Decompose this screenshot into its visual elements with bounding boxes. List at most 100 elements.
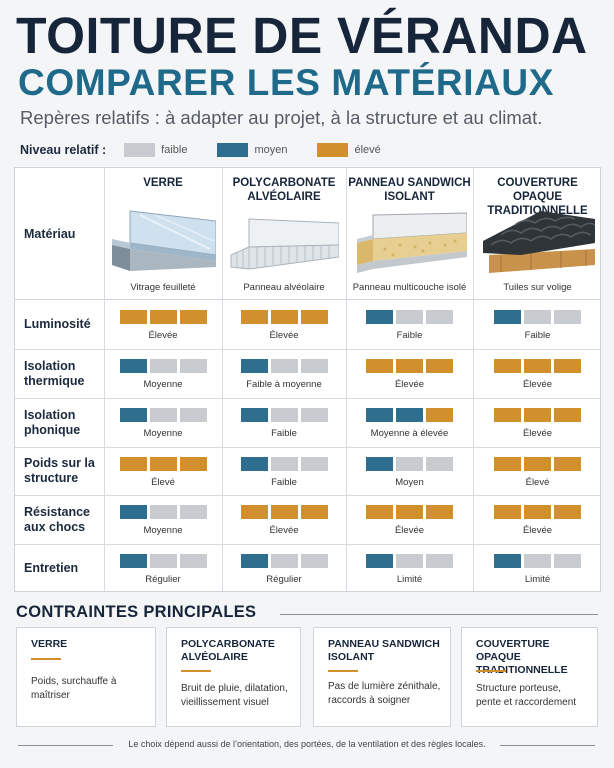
level-bars (119, 408, 207, 422)
level-value: Élevée (269, 525, 299, 536)
level-value: Élevé (151, 477, 175, 488)
caption-polycarbonate: Panneau alvéolaire (243, 282, 325, 293)
level-value: Moyenne (143, 379, 183, 390)
footer-divider (500, 745, 595, 746)
level-bar (270, 505, 298, 519)
level-value: Élevée (148, 330, 178, 341)
level-bar (119, 359, 147, 373)
constraints-title: CONTRAINTES PRINCIPALES (16, 603, 257, 621)
level-bar (149, 408, 177, 422)
level-bar (524, 359, 551, 373)
level-bar (396, 457, 423, 471)
level-bar (554, 505, 581, 519)
row-label-material: Matériau (24, 226, 76, 241)
level-bar (240, 408, 268, 422)
level-bar (240, 359, 268, 373)
level-value: Faible (271, 428, 297, 439)
level-bars (494, 505, 581, 519)
row-label-luminosity: Luminosité (24, 317, 91, 331)
level-bars (119, 505, 207, 519)
level-bar (366, 554, 393, 568)
level-value: Faible (271, 477, 297, 488)
row-divider (15, 544, 600, 545)
level-bars (119, 457, 207, 471)
level-bar (119, 505, 147, 519)
col-divider (222, 168, 223, 591)
constraint-title-opaque: COUVERTURE OPAQUE TRADITIONNELLE (476, 638, 568, 676)
level-bar (426, 505, 453, 519)
level-bars (366, 505, 453, 519)
level-bar (270, 408, 298, 422)
level-bar (300, 505, 328, 519)
level-bars (119, 554, 207, 568)
level-bar (426, 408, 453, 422)
caption-glass: Vitrage feuilleté (130, 282, 196, 293)
level-bar (396, 408, 423, 422)
level-bars (240, 359, 328, 373)
level-bar (149, 310, 177, 324)
level-value: Moyen (395, 477, 424, 488)
level-value: Élevée (522, 525, 553, 536)
page-subtitle: COMPARER LES MATÉRIAUX (18, 62, 555, 103)
level-bar (119, 457, 147, 471)
row-divider (15, 495, 600, 496)
level-bar (119, 310, 147, 324)
legend-swatch-high (317, 143, 349, 157)
level-bar (554, 554, 581, 568)
legend-swatch-low (124, 143, 156, 157)
level-bar (554, 359, 581, 373)
level-bars (119, 310, 207, 324)
section-divider (280, 614, 598, 615)
level-bars (240, 408, 328, 422)
level-bar (396, 505, 423, 519)
level-bar (300, 359, 328, 373)
level-bar (396, 554, 423, 568)
level-bar (554, 408, 581, 422)
col-header-sandwich: PANNEAU SANDWICH ISOLANT (348, 177, 471, 203)
level-bars (366, 359, 453, 373)
col-header-glass: VERRE (143, 177, 183, 189)
level-bar (524, 457, 551, 471)
level-value: Moyenne (143, 525, 183, 536)
level-bar (179, 457, 207, 471)
level-bar (426, 457, 453, 471)
level-bar (366, 457, 393, 471)
constraint-card-glass: VERRE Poids, surchauffe à maîtriser (16, 627, 156, 727)
constraint-title-sandwich: PANNEAU SANDWICH ISOLANT (328, 638, 440, 663)
accent-underline (328, 670, 358, 672)
level-bars (494, 408, 581, 422)
level-value: Faible (524, 330, 551, 341)
level-value: Régulier (266, 574, 302, 585)
row-label-impact: Résistance aux chocs (24, 504, 91, 534)
level-bar (554, 457, 581, 471)
level-bar (366, 310, 393, 324)
level-bar (396, 359, 423, 373)
page-title: TOITURE DE VÉRANDA (16, 7, 588, 64)
constraint-title-polycarbonate: POLYCARBONATE ALVÉOLAIRE (181, 638, 275, 663)
level-value: Limité (396, 574, 423, 585)
level-bars (366, 554, 453, 568)
level-bar (179, 359, 207, 373)
level-bar (494, 505, 521, 519)
footer-note: Le choix dépend aussi de l’orientation, … (128, 739, 486, 749)
level-bars (240, 457, 328, 471)
level-bar (270, 457, 298, 471)
legend-label: Niveau relatif : (20, 143, 107, 157)
caption-opaque: Tuiles sur volige (503, 282, 572, 293)
constraint-text-sandwich: Pas de lumière zénithale, raccords à soi… (328, 681, 441, 706)
level-bar (240, 457, 268, 471)
level-value: Moyenne (143, 428, 183, 439)
accent-underline (31, 658, 61, 660)
col-header-polycarbonate: POLYCARBONATE ALVÉOLAIRE (232, 177, 336, 203)
level-bar (426, 359, 453, 373)
roof-tiles-icon (483, 211, 595, 273)
glass-panel-icon (112, 210, 216, 271)
level-bar (426, 310, 453, 324)
level-bar (149, 554, 177, 568)
level-value: Faible (396, 330, 423, 341)
level-bar (119, 554, 147, 568)
level-bars (366, 310, 453, 324)
level-bars (494, 359, 581, 373)
level-value: Régulier (145, 574, 181, 585)
level-value: Moyenne à élevée (370, 428, 449, 439)
